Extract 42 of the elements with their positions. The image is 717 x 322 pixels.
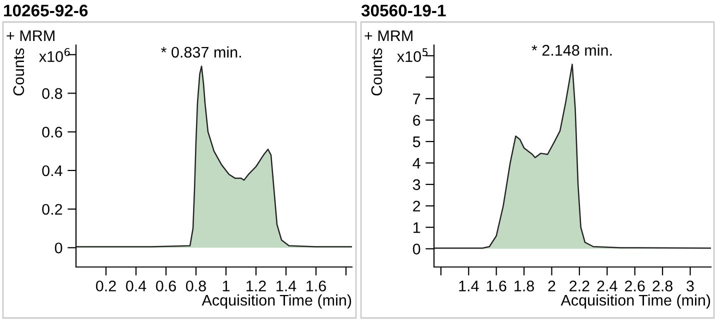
y-tick-label: 0 xyxy=(412,244,420,254)
y-axis-title: Counts xyxy=(371,48,382,96)
y-tick-label: 4 xyxy=(412,158,420,169)
y-tick-label: 5 xyxy=(412,136,420,148)
x-tick-label: 2 xyxy=(548,280,556,292)
text: + MRM xyxy=(364,30,412,41)
text: + MRM xyxy=(6,30,54,41)
y-axis-title: Counts xyxy=(13,48,24,96)
annotation: * 2.148 min. xyxy=(532,44,612,56)
x-tick-label: 0.4 xyxy=(126,280,146,292)
y-tick-label: 0 xyxy=(54,242,62,254)
x-tick-label: 1.2 xyxy=(246,280,266,292)
y-tick-label: 6 xyxy=(413,114,420,126)
text: x10$^{5}$ xyxy=(397,48,428,62)
y-tick-label: 0.2 xyxy=(42,204,62,215)
x-tick-label: 3 xyxy=(686,280,694,292)
text: x10$^{6}$ xyxy=(39,48,70,62)
x-tick-label: 0.6 xyxy=(156,280,176,292)
x-tick-label: 1.6 xyxy=(486,280,506,292)
x-tick-label: 0.8 xyxy=(186,280,206,292)
x-tick-label: 2.8 xyxy=(652,280,672,292)
y-tick-label: 3 xyxy=(412,179,420,190)
y-tick-label: 7 xyxy=(413,94,420,104)
y-tick-label: 0.8 xyxy=(42,88,62,99)
x-axis-title: Acquisition Time (min) xyxy=(560,294,710,309)
chart-title: 30560-19-1 xyxy=(361,4,446,16)
x-tick-label: 1.4 xyxy=(459,280,479,292)
x-tick-label: 1 xyxy=(222,280,230,292)
y-tick-label: 1 xyxy=(413,222,420,233)
y-tick-label: 0.4 xyxy=(42,165,62,176)
y-tick-label: 2 xyxy=(413,200,420,212)
x-tick-label: 2.4 xyxy=(597,280,618,292)
x-tick-label: 0.2 xyxy=(96,280,116,292)
x-axis-title: Acquisition Time (min) xyxy=(202,294,352,309)
x-tick-label: 1.4 xyxy=(276,280,296,292)
chart-title: 10265-92-6 xyxy=(4,4,88,16)
annotation: * 0.837 min. xyxy=(161,46,241,58)
x-tick-label: 2.6 xyxy=(624,280,645,292)
x-tick-label: 1.8 xyxy=(514,280,534,292)
x-tick-label: 2.2 xyxy=(570,280,590,292)
y-tick-label: 0.6 xyxy=(42,126,62,138)
x-tick-label: 1.6 xyxy=(306,280,326,292)
